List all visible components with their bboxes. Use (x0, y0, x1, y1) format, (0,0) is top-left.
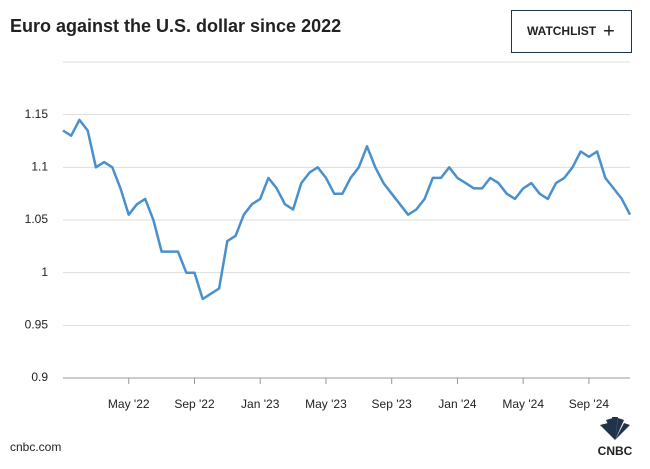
button-icon[interactable]: + (603, 20, 615, 42)
x-tick-label: Jan '23 (241, 397, 280, 411)
y-tick-label: 1.1 (31, 160, 48, 174)
chart-title: Euro against the U.S. dollar since 2022 (10, 16, 341, 36)
y-tick-label: 1.05 (25, 212, 49, 226)
x-tick-label: Sep '23 (372, 397, 413, 411)
x-tick-label: Sep '22 (174, 397, 215, 411)
x-tick-label: May '22 (108, 397, 150, 411)
y-tick-label: 1.15 (25, 107, 49, 121)
watchlist-button[interactable]: WATCHLIST + (511, 10, 632, 53)
logo-peacock (600, 417, 630, 440)
y-tick-label: 0.9 (31, 370, 48, 384)
x-tick-label: Sep '24 (569, 397, 610, 411)
x-tick-label: Jan '24 (438, 397, 477, 411)
x-tick-label: May '24 (502, 397, 544, 411)
price-line (62, 118, 632, 301)
button-frame[interactable] (511, 10, 632, 53)
y-tick-label: 0.95 (25, 318, 49, 332)
button-label[interactable]: WATCHLIST (527, 24, 597, 38)
logo-text: CNBC (598, 444, 633, 458)
x-tick-label: May '23 (305, 397, 347, 411)
y-tick-label: 1 (41, 265, 48, 279)
source: cnbc.com (10, 440, 61, 454)
logo: CNBC (598, 417, 633, 458)
